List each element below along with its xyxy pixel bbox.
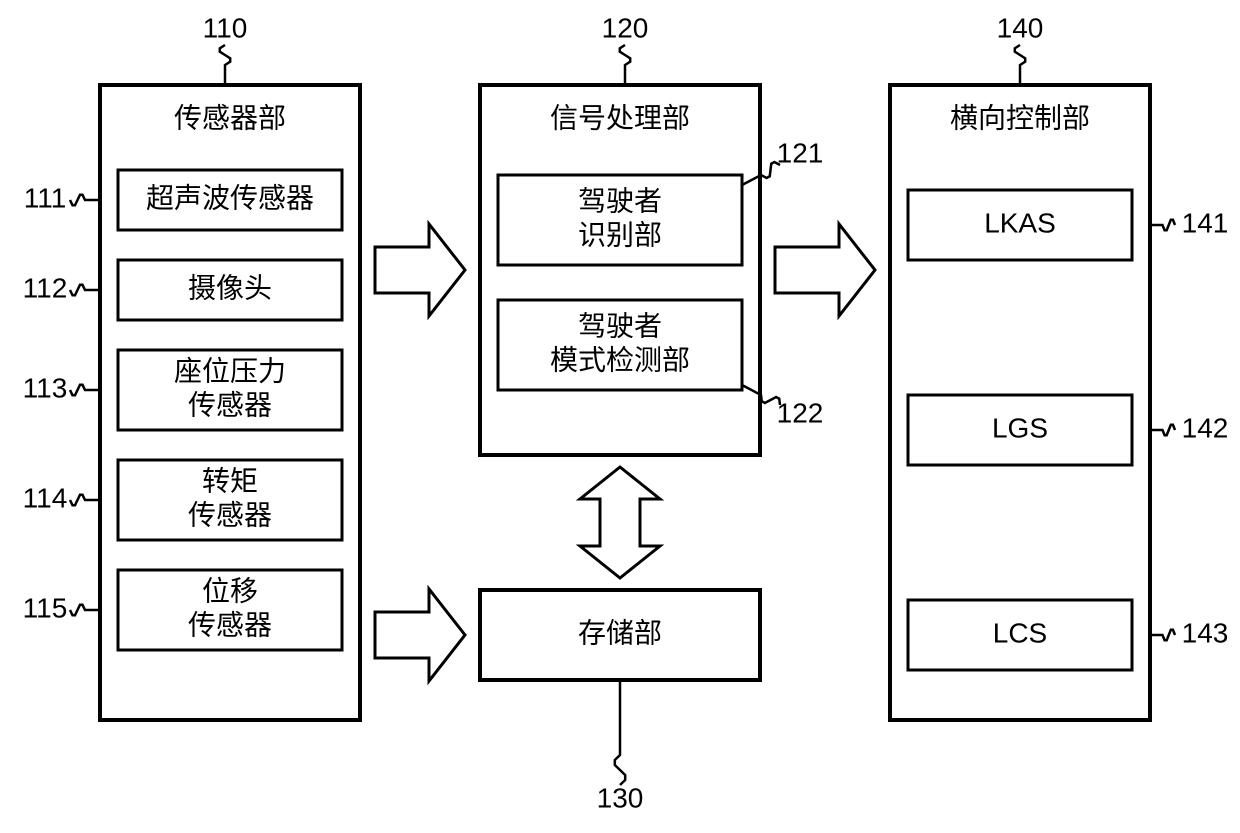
svg-text:120: 120 [602,12,649,43]
svg-text:LCS: LCS [993,617,1047,648]
svg-text:传感器: 传感器 [188,609,272,640]
svg-text:LGS: LGS [992,412,1048,443]
svg-text:111: 111 [24,182,67,213]
svg-text:传感器: 传感器 [188,499,272,530]
svg-text:122: 122 [777,397,824,428]
svg-text:摄像头: 摄像头 [188,272,272,303]
svg-text:驾驶者: 驾驶者 [578,185,662,216]
svg-text:113: 113 [23,372,68,403]
svg-text:114: 114 [23,482,68,513]
svg-text:位移: 位移 [202,575,258,606]
svg-text:传感器部: 传感器部 [174,102,286,133]
svg-text:超声波传感器: 超声波传感器 [146,182,314,213]
svg-text:存储部: 存储部 [578,617,662,648]
svg-text:141: 141 [1182,207,1229,238]
svg-text:传感器: 传感器 [188,389,272,420]
svg-text:121: 121 [777,137,824,168]
svg-text:LKAS: LKAS [984,207,1056,238]
svg-text:143: 143 [1182,617,1229,648]
svg-text:信号处理部: 信号处理部 [550,102,690,133]
svg-text:130: 130 [597,782,644,813]
svg-text:识别部: 识别部 [578,219,662,250]
svg-text:115: 115 [23,592,68,623]
svg-text:横向控制部: 横向控制部 [950,102,1090,133]
svg-text:座位压力: 座位压力 [174,355,286,386]
svg-text:驾驶者: 驾驶者 [578,310,662,341]
svg-text:模式检测部: 模式检测部 [550,344,690,375]
svg-text:转矩: 转矩 [202,465,258,496]
svg-text:142: 142 [1182,412,1229,443]
svg-text:110: 110 [203,12,248,43]
svg-text:140: 140 [997,12,1044,43]
svg-text:112: 112 [23,272,68,303]
